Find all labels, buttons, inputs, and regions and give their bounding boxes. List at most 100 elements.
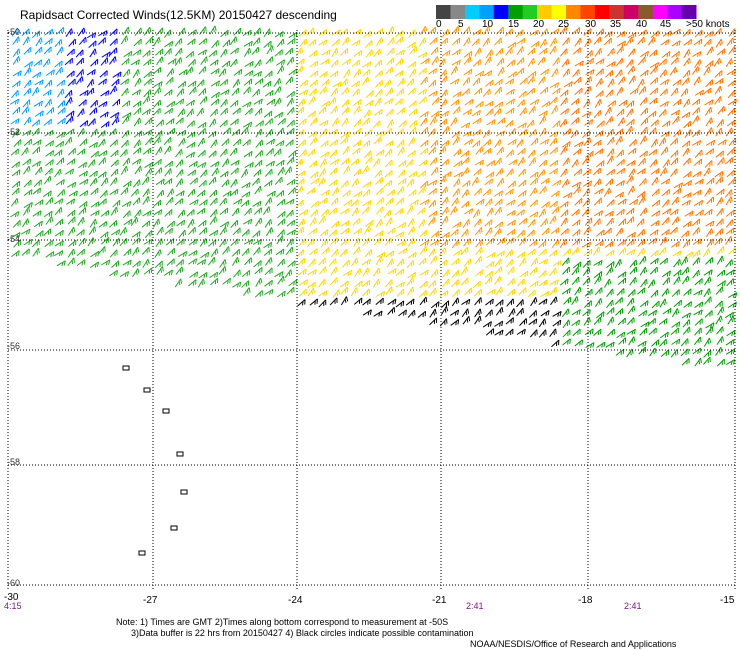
wind-barb <box>365 219 374 227</box>
wind-barb <box>572 229 581 237</box>
wind-barb <box>297 258 305 266</box>
wind-barb <box>715 127 723 137</box>
wind-barb <box>605 341 615 348</box>
wind-barb <box>166 100 176 108</box>
wind-barb <box>21 147 29 156</box>
wind-barb <box>78 170 88 177</box>
wind-barb <box>297 139 306 148</box>
wind-barb <box>648 148 658 156</box>
wind-barb <box>329 179 338 187</box>
wind-barb <box>164 209 173 217</box>
lat-label-52: -52 <box>7 127 21 137</box>
wind-barb <box>376 37 384 47</box>
wind-barb <box>133 130 143 138</box>
wind-barb <box>549 200 558 208</box>
wind-barb <box>669 208 679 216</box>
wind-barb <box>186 120 195 128</box>
wind-barb <box>79 190 89 197</box>
wind-barb <box>474 87 483 96</box>
wind-barb <box>109 220 118 228</box>
wind-barb <box>419 296 428 306</box>
wind-barb <box>219 226 227 236</box>
wind-barb <box>505 249 514 258</box>
wind-barb <box>692 347 702 355</box>
wind-barb <box>141 246 150 255</box>
wind-barb <box>318 106 327 115</box>
wind-barb <box>616 86 624 96</box>
wind-barb <box>86 87 95 96</box>
wind-barb <box>363 109 372 119</box>
wind-barb <box>485 49 494 59</box>
wind-barb <box>22 218 30 228</box>
wind-barb <box>596 229 605 237</box>
wind-barb <box>396 288 405 297</box>
wind-barb <box>384 237 393 247</box>
wind-barb <box>616 30 626 39</box>
wind-barb <box>252 37 261 46</box>
wind-barb <box>145 167 153 177</box>
wind-barb <box>186 108 194 118</box>
wind-barb <box>277 258 285 267</box>
wind-barb <box>196 161 207 168</box>
wind-barb <box>440 186 448 196</box>
wind-barb <box>317 177 326 187</box>
wind-barb <box>12 56 21 65</box>
wind-barb <box>10 148 19 156</box>
wind-barb <box>629 266 638 275</box>
wind-barb <box>197 49 207 56</box>
wind-barb <box>123 218 133 226</box>
wind-barb <box>431 97 440 106</box>
wind-barb <box>417 170 426 178</box>
wind-barb <box>494 206 502 216</box>
wind-barb <box>494 320 504 327</box>
wind-barb <box>571 27 581 35</box>
wind-barb <box>143 70 152 79</box>
wind-barb <box>197 127 206 136</box>
wind-barb <box>352 147 361 155</box>
wind-barb <box>420 58 430 65</box>
wind-barb <box>693 336 702 346</box>
wind-barb <box>32 71 42 79</box>
wind-barb <box>384 98 393 105</box>
wind-barb <box>266 45 274 55</box>
wind-barb <box>648 97 658 105</box>
wind-barb <box>208 50 217 58</box>
wind-barb <box>154 249 162 259</box>
wind-barb <box>628 48 636 57</box>
wind-barb <box>438 247 447 256</box>
wind-barb <box>692 238 702 245</box>
wind-barb <box>22 206 31 216</box>
wind-barb <box>240 199 250 207</box>
wind-barb <box>65 96 73 106</box>
wind-barb <box>306 238 315 248</box>
wind-barb <box>87 159 96 168</box>
wind-barb <box>561 58 570 68</box>
wind-barb <box>595 298 603 308</box>
wind-barb <box>649 159 658 168</box>
wind-barb <box>340 280 349 288</box>
wind-barb <box>331 38 340 47</box>
wind-barb <box>506 237 515 245</box>
wind-barb <box>198 179 207 188</box>
wind-barb <box>451 297 460 307</box>
wind-barb <box>120 165 129 175</box>
wind-barb <box>66 158 76 166</box>
wind-barb <box>716 188 725 196</box>
wind-barb <box>43 118 52 126</box>
wind-barb <box>438 58 446 68</box>
legend-label-20: 20 <box>533 19 545 30</box>
wind-barb <box>704 296 712 305</box>
wind-barb <box>616 331 626 339</box>
wind-barb <box>516 251 526 259</box>
wind-barb <box>682 326 691 335</box>
wind-barb <box>571 117 579 125</box>
wind-barb <box>475 146 484 155</box>
wind-barb <box>584 217 593 226</box>
wind-barb <box>706 196 715 205</box>
wind-barb <box>174 38 183 47</box>
wind-barb <box>408 171 418 178</box>
wind-barb <box>342 146 350 155</box>
wind-barb <box>330 266 338 276</box>
wind-barb <box>230 99 239 108</box>
wind-barb <box>516 209 525 217</box>
